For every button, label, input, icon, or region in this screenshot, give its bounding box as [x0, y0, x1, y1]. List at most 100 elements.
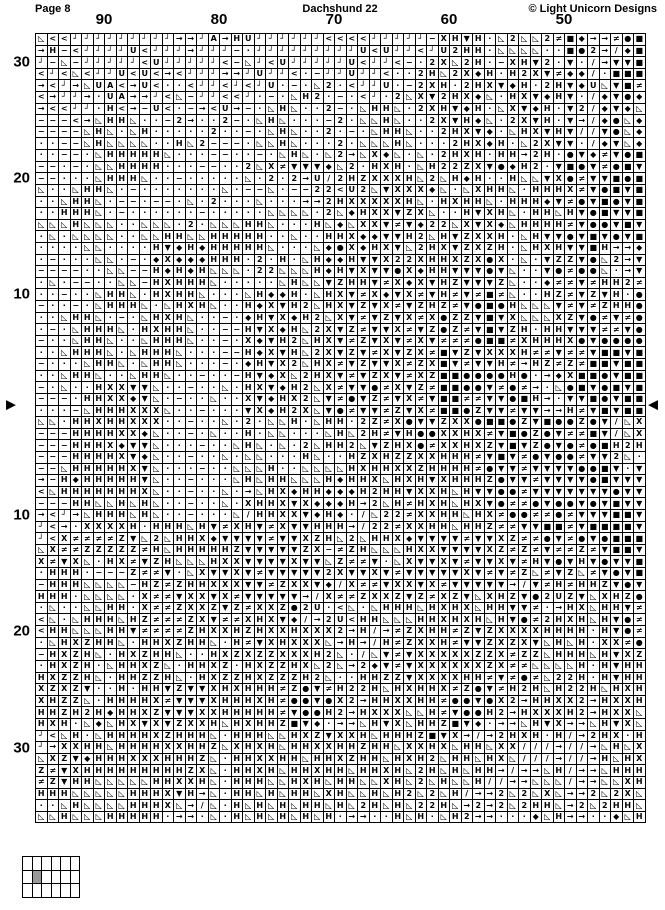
grid-cell: ●	[634, 637, 646, 650]
grid-cell: ◺	[289, 370, 301, 383]
grid-cell: ·	[185, 463, 197, 476]
grid-cell: ·	[128, 231, 140, 243]
grid-cell: ·	[36, 196, 48, 209]
grid-cell: ▼	[312, 161, 324, 174]
grid-cell: ≠	[634, 80, 646, 93]
grid-cell: 2	[507, 34, 519, 46]
grid-cell: 2	[185, 219, 197, 232]
grid-cell: X	[208, 660, 220, 673]
grid-cell: X	[151, 695, 163, 708]
grid-cell: X	[139, 707, 151, 719]
grid-cell: H	[151, 370, 163, 383]
grid-cell: ◺	[231, 463, 243, 476]
grid-cell: ▼	[450, 347, 462, 360]
grid-cell: ≠	[139, 568, 151, 580]
grid-cell: H	[611, 742, 623, 754]
grid-cell: ▼	[622, 184, 634, 197]
grid-cell: H	[588, 579, 600, 592]
grid-cell: H	[116, 289, 128, 302]
grid-cell: ▼	[496, 312, 508, 325]
grid-cell: ◺	[277, 150, 289, 162]
grid-cell: ◆	[289, 486, 301, 499]
grid-cell: 2	[427, 800, 439, 812]
grid-cell: H	[151, 242, 163, 255]
grid-cell: −	[220, 324, 232, 336]
grid-cell: ■	[588, 231, 600, 243]
grid-cell: −	[289, 80, 301, 93]
grid-cell: ▼	[289, 544, 301, 557]
grid-cell: X	[461, 92, 473, 104]
grid-cell: U	[346, 184, 358, 197]
grid-cell: A	[105, 80, 117, 93]
grid-cell: ●	[565, 440, 577, 452]
grid-cell: ≠	[266, 533, 278, 545]
grid-cell: H	[461, 521, 473, 534]
grid-cell: <	[208, 103, 220, 116]
grid-cell: X	[381, 196, 393, 209]
grid-cell: ·	[47, 405, 59, 418]
grid-cell: H	[70, 428, 82, 441]
grid-cell: ·	[484, 57, 496, 69]
grid-cell: ▼	[473, 312, 485, 325]
grid-cell: ◆	[174, 254, 186, 267]
grid-cell: X	[450, 672, 462, 685]
grid-cell: ·	[47, 196, 59, 209]
grid-cell: X	[484, 80, 496, 93]
grid-cell: H	[450, 753, 462, 766]
grid-cell: ┘	[162, 45, 174, 58]
grid-cell: X	[174, 742, 186, 754]
grid-cell: H	[427, 742, 439, 754]
grid-cell: ◺	[105, 788, 117, 801]
grid-cell: H	[450, 173, 462, 185]
grid-cell: H	[231, 231, 243, 243]
grid-cell: −	[254, 150, 266, 162]
grid-cell: X	[381, 777, 393, 789]
grid-cell: H	[93, 335, 105, 348]
grid-cell: ▼	[450, 544, 462, 557]
grid-cell: ◺	[588, 591, 600, 603]
grid-cell: ■	[438, 347, 450, 360]
grid-cell: ▼	[346, 301, 358, 313]
grid-cell: ·	[105, 196, 117, 209]
grid-cell: ≠	[530, 602, 542, 615]
grid-cell: ◺	[461, 777, 473, 789]
grid-cell: ◆	[634, 126, 646, 139]
grid-cell: ·	[553, 150, 565, 162]
grid-cell: ▼	[473, 208, 485, 220]
row-label: 10	[13, 285, 30, 303]
grid-cell: /	[588, 68, 600, 81]
grid-cell: H	[369, 765, 381, 777]
grid-cell: ≠	[507, 498, 519, 510]
grid-cell: ·	[116, 254, 128, 267]
grid-cell: X	[254, 753, 266, 766]
grid-cell: ●	[312, 707, 324, 719]
grid-cell: ≠	[576, 451, 588, 464]
grid-cell: ▼	[611, 718, 623, 731]
grid-cell: X	[369, 219, 381, 232]
grid-cell: H	[70, 312, 82, 325]
grid-cell: ◺	[208, 393, 220, 406]
grid-cell: ·	[162, 393, 174, 406]
grid-cell: ◺	[404, 811, 416, 824]
grid-cell: ◺	[542, 312, 554, 325]
grid-cell: X	[358, 266, 370, 278]
grid-cell: →	[381, 626, 393, 638]
grid-cell: X	[266, 753, 278, 766]
grid-cell: ·	[197, 184, 209, 197]
grid-cell: ▼	[542, 486, 554, 499]
grid-cell: →	[588, 777, 600, 789]
grid-cell: ┘	[208, 68, 220, 81]
grid-cell: ◺	[128, 277, 140, 290]
grid-cell: H	[312, 370, 324, 383]
grid-cell: H	[438, 463, 450, 476]
grid-cell: ▼	[542, 556, 554, 569]
grid-cell: X	[438, 672, 450, 685]
grid-cell: H	[82, 475, 94, 487]
grid-cell: ·	[47, 347, 59, 360]
grid-cell: ·	[47, 150, 59, 162]
grid-cell: ▼	[381, 184, 393, 197]
grid-cell: X	[404, 521, 416, 534]
grid-cell: ≠	[404, 324, 416, 336]
grid-cell: ■	[634, 393, 646, 406]
grid-cell: ·	[243, 266, 255, 278]
